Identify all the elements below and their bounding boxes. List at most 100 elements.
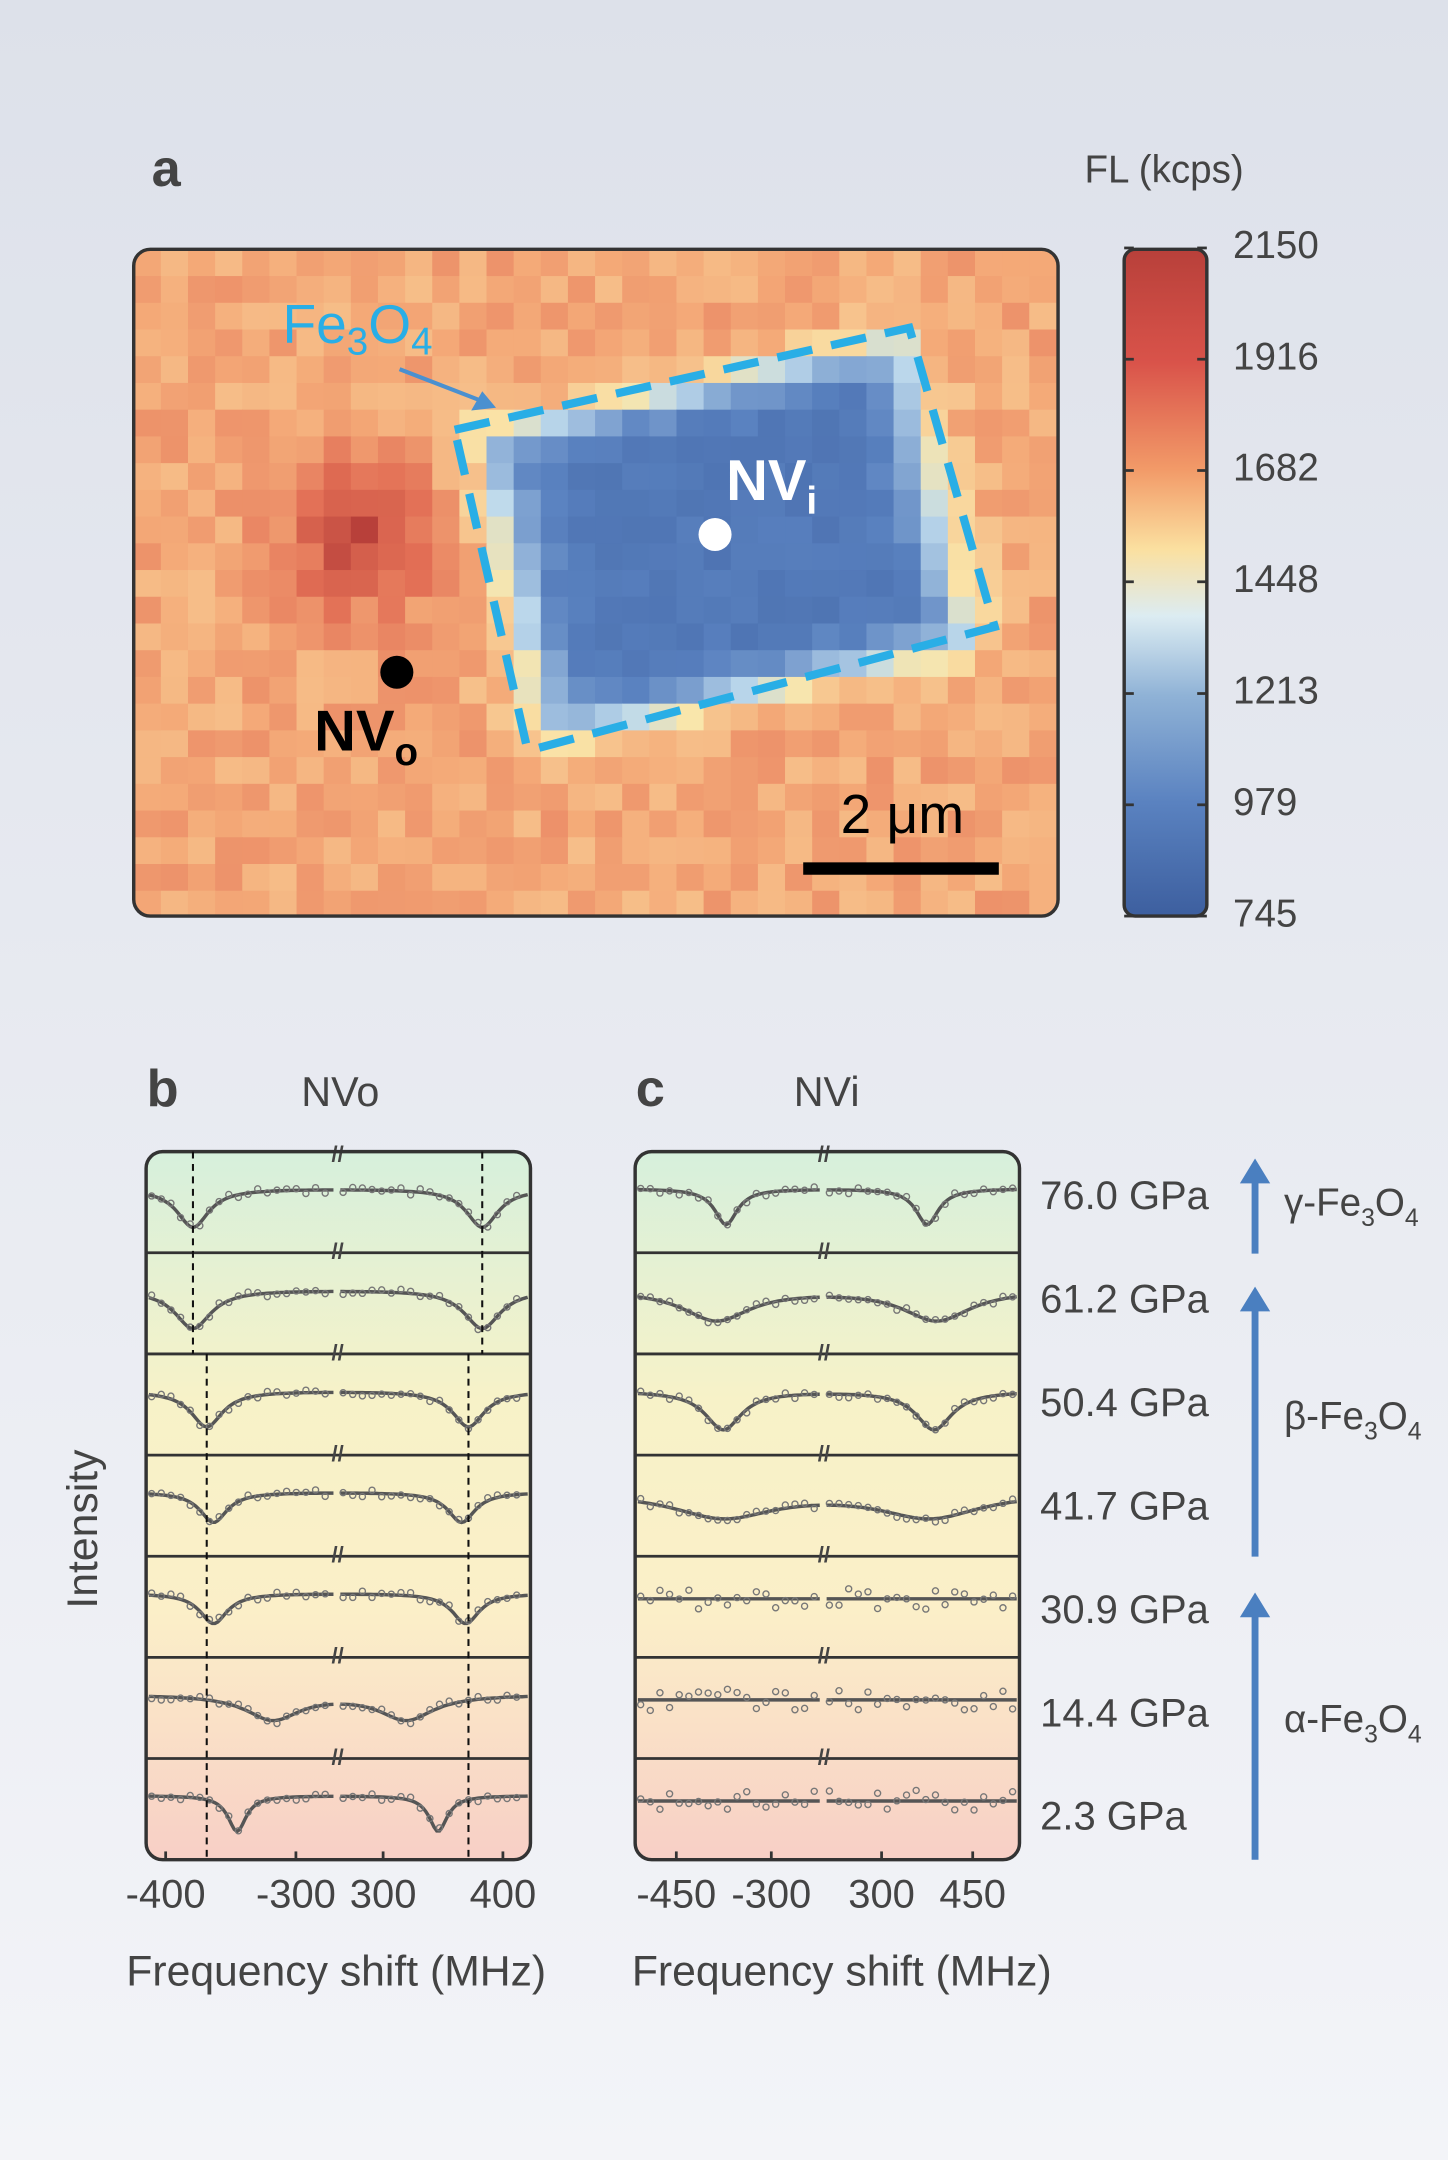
heatmap-cell <box>323 463 352 491</box>
data-point <box>675 1304 683 1312</box>
subscript: 4 <box>1408 1721 1422 1748</box>
data-point <box>864 1688 872 1696</box>
data-point <box>771 1300 780 1309</box>
data-point <box>810 1592 818 1601</box>
heatmap-cell <box>1056 757 1059 785</box>
data-point <box>349 1792 357 1801</box>
heatmap-cell <box>839 249 868 277</box>
heatmap-cell <box>269 409 298 438</box>
heatmap-cell <box>974 463 1003 491</box>
heatmap-cell <box>377 409 406 438</box>
heatmap-cell <box>839 623 868 651</box>
data-point <box>455 1700 463 1708</box>
heatmap-cell <box>296 543 325 571</box>
heatmap-cell <box>242 543 271 571</box>
data-point <box>999 1185 1007 1194</box>
heatmap-cell <box>1056 810 1059 838</box>
data-point <box>377 1286 386 1294</box>
heatmap-cell <box>486 730 515 758</box>
data-point <box>282 1592 291 1600</box>
data-point <box>512 1191 521 1200</box>
heatmap-cell <box>1056 409 1059 438</box>
x-axis-label: Frequency shift (MHz) <box>632 1947 1052 1995</box>
data-point <box>484 1323 492 1332</box>
data-point <box>244 1491 252 1499</box>
heatmap-cell <box>513 864 542 892</box>
heatmap-cell <box>1002 703 1030 732</box>
heatmap-cell <box>269 382 298 411</box>
data-point <box>835 1393 843 1402</box>
heatmap-cell <box>893 596 922 625</box>
heatmap-cell <box>812 436 840 464</box>
data-point <box>244 1593 252 1602</box>
data-point <box>844 1500 853 1509</box>
data-point <box>979 1793 988 1801</box>
heatmap-cell <box>757 382 786 411</box>
heatmap-cell <box>622 249 651 277</box>
heatmap-cell <box>866 436 895 464</box>
data-point <box>339 1188 347 1197</box>
heatmap-cell <box>676 543 705 571</box>
heatmap-cell <box>323 757 352 785</box>
heatmap-cell <box>513 516 542 544</box>
heatmap-cell <box>676 276 705 304</box>
data-point <box>244 1705 252 1713</box>
data-point <box>397 1588 405 1597</box>
data-point <box>387 1492 396 1500</box>
data-point <box>791 1297 799 1305</box>
heatmap-cell <box>160 757 189 785</box>
text: NV <box>726 449 807 513</box>
heatmap-cell <box>133 276 162 304</box>
data-point <box>733 1792 741 1801</box>
data-point <box>762 1590 770 1598</box>
data-point <box>503 1594 511 1603</box>
heatmap-cell <box>459 329 488 357</box>
heatmap-cell <box>730 570 759 598</box>
subscript: 3 <box>347 321 368 364</box>
heatmap-cell <box>893 489 922 518</box>
data-point <box>883 1805 891 1813</box>
heatmap-cell <box>323 516 352 544</box>
data-point <box>902 1515 911 1523</box>
data-point <box>196 1610 204 1619</box>
data-point <box>704 1196 712 1204</box>
text: O <box>368 292 411 354</box>
data-point <box>752 1507 761 1516</box>
data-point <box>912 1515 920 1524</box>
data-point <box>835 1294 843 1302</box>
heatmap-cell <box>215 730 243 758</box>
heatmap-cell <box>676 890 705 917</box>
heatmap-cell <box>974 329 1003 357</box>
heatmap-cell <box>133 329 162 357</box>
heatmap-cell <box>649 463 678 491</box>
data-point <box>989 1503 998 1512</box>
data-point <box>931 1214 940 1222</box>
heatmap-cell <box>567 890 596 917</box>
data-point <box>791 1798 799 1806</box>
heatmap-cell <box>676 329 705 357</box>
data-point <box>873 1789 882 1797</box>
heatmap-cell <box>622 329 651 357</box>
data-point <box>970 1507 978 1516</box>
x-tick-label: -300 <box>256 1872 336 1916</box>
heatmap-cell <box>920 276 949 304</box>
heatmap-cell <box>242 276 271 304</box>
heatmap-cell <box>377 730 406 758</box>
heatmap-cell <box>839 382 868 411</box>
heatmap-cell <box>866 676 895 705</box>
data-point <box>781 1389 790 1397</box>
heatmap-cell <box>377 837 406 865</box>
heatmap-cell <box>730 329 759 357</box>
data-point <box>474 1797 482 1806</box>
data-point <box>435 1700 444 1708</box>
heatmap-cell <box>567 516 596 544</box>
data-point <box>416 1713 424 1721</box>
heatmap-cell <box>296 783 325 812</box>
heatmap-cell <box>405 623 433 651</box>
heatmap-cell <box>459 596 488 625</box>
data-point <box>292 1588 300 1597</box>
heatmap-cell <box>839 596 868 625</box>
data-point <box>999 1604 1007 1612</box>
heatmap-cell <box>432 543 461 571</box>
